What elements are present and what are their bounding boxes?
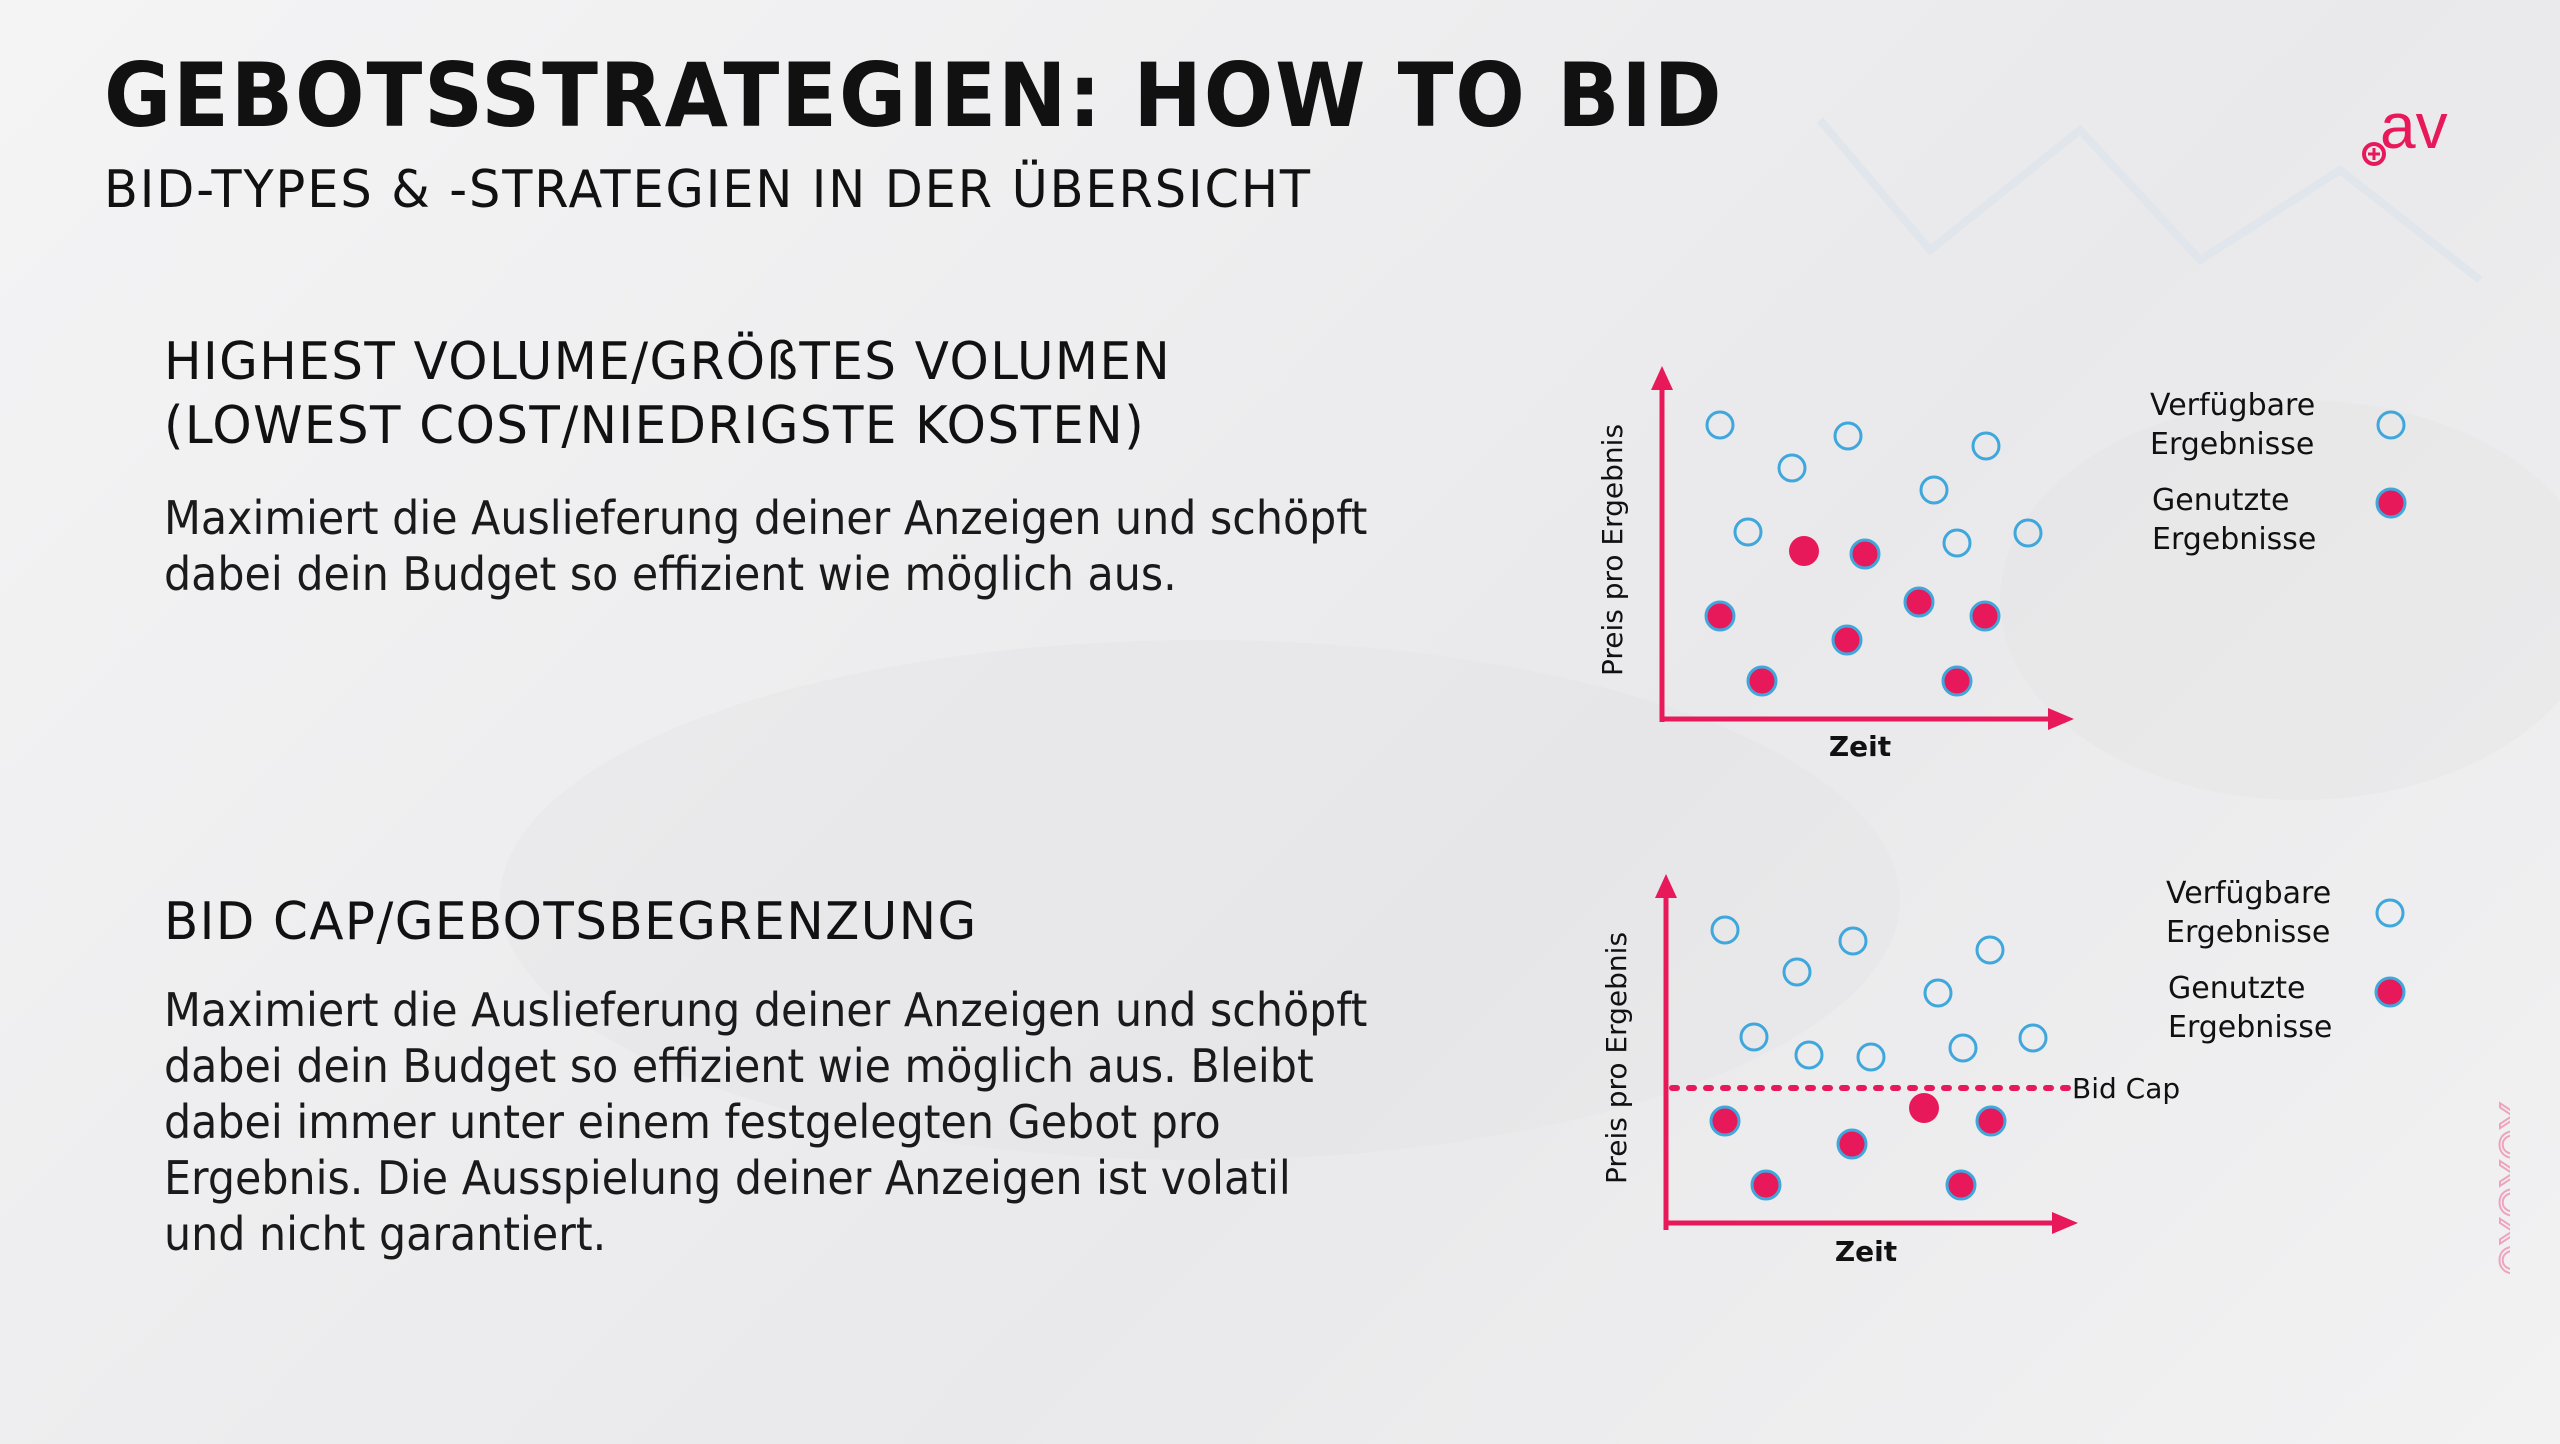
used-point: [1750, 1169, 1782, 1201]
legend-available-line-2: Ergebnisse: [2150, 427, 2314, 462]
used-point: [1709, 1105, 1741, 1137]
available-point: [2013, 518, 2043, 548]
available-point: [1971, 431, 2001, 461]
used-point: [1831, 624, 1863, 656]
section-1-heading-line-1: HIGHEST VOLUME/GRÖßTES VOLUMEN: [164, 332, 1172, 392]
available-point: [1777, 453, 1807, 483]
legend-used-icon: [2374, 976, 2406, 1008]
diagram-bid-cap: Preis pro Ergebnis Zeit Bid Cap Verfügba…: [1600, 874, 2406, 1268]
x-axis-arrow-icon: [2048, 708, 2074, 730]
used-point: [1945, 1169, 1977, 1201]
y-axis-arrow-icon: [1655, 874, 1677, 898]
available-point: [1856, 1042, 1886, 1072]
logo-text: av: [2380, 92, 2448, 162]
available-point: [1975, 935, 2005, 965]
section-2-body-line-4: Ergebnis. Die Ausspielung deiner Anzeige…: [164, 1151, 1291, 1205]
available-point: [1923, 978, 1953, 1008]
available-point: [1710, 915, 1740, 945]
legend-available-icon: [2376, 410, 2406, 440]
available-point: [1794, 1040, 1824, 1070]
used-points: [1709, 1093, 2007, 1201]
available-point: [1782, 957, 1812, 987]
brand-logo: av: [2362, 92, 2448, 166]
logo-plus-icon: [2362, 142, 2386, 166]
available-point: [2018, 1023, 2048, 1053]
y-axis-label: Preis pro Ergebnis: [1596, 424, 1629, 676]
section-1-heading: HIGHEST VOLUME/GRÖßTES VOLUMEN (LOWEST C…: [164, 330, 1171, 458]
section-2-body-line-3: dabei immer unter einem festgelegten Geb…: [164, 1095, 1221, 1149]
used-point: [1849, 538, 1881, 570]
section-2-body: Maximiert die Auslieferung deiner Anzeig…: [164, 982, 1466, 1262]
available-point: [1833, 421, 1863, 451]
available-point: [1705, 410, 1735, 440]
legend-available-icon: [2375, 898, 2405, 928]
x-axis-label: Zeit: [1835, 1235, 1897, 1268]
section-2-heading-line-1: BID CAP/GEBOTSBEGRENZUNG: [164, 892, 978, 952]
legend-used-line-1: Genutzte: [2168, 971, 2305, 1006]
legend-available-line-1: Verfügbare: [2150, 388, 2315, 423]
section-2-body-line-1: Maximiert die Auslieferung deiner Anzeig…: [164, 983, 1368, 1037]
axes: [1651, 366, 2074, 730]
used-point: [1975, 1105, 2007, 1137]
section-1-body-line-1: Maximiert die Auslieferung deiner Anzeig…: [164, 491, 1368, 545]
x-axis-arrow-icon: [2052, 1212, 2078, 1234]
section-1-body-line-2: dabei dein Budget so effizient wie mögli…: [164, 547, 1177, 601]
available-points: [1705, 410, 2043, 558]
axes: [1655, 874, 2078, 1234]
diagram-highest-volume: Preis pro Ergebnis Zeit Verfügbare Ergeb…: [1596, 366, 2407, 763]
available-point: [1948, 1033, 1978, 1063]
legend-available-line-2: Ergebnisse: [2166, 915, 2330, 950]
available-point: [1733, 517, 1763, 547]
legend-available-line-1: Verfügbare: [2166, 876, 2331, 911]
bid-cap-label: Bid Cap: [2072, 1072, 2180, 1105]
legend-used-line-1: Genutzte: [2152, 483, 2289, 518]
used-point: [1704, 600, 1736, 632]
y-axis-arrow-icon: [1651, 366, 1673, 390]
available-point: [1739, 1022, 1769, 1052]
legend-used-icon: [2375, 487, 2407, 519]
section-2-body-line-2: dabei dein Budget so effizient wie mögli…: [164, 1039, 1314, 1093]
used-point: [1903, 586, 1935, 618]
used-point: [1909, 1093, 1939, 1123]
used-point: [1746, 665, 1778, 697]
available-point: [1942, 528, 1972, 558]
available-point: [1838, 926, 1868, 956]
xoxo-text: XOXOXO: [2490, 1102, 2510, 1278]
page-subtitle: BID-TYPES & -STRATEGIEN IN DER ÜBERSICHT: [104, 160, 1313, 220]
legend-used-line-2: Ergebnisse: [2152, 522, 2316, 557]
legend: Verfügbare Ergebnisse Genutzte Ergebniss…: [2150, 388, 2407, 557]
available-point: [1919, 475, 1949, 505]
section-1-body: Maximiert die Auslieferung deiner Anzeig…: [164, 490, 1466, 602]
section-1-heading-line-2: (LOWEST COST/NIEDRIGSTE KOSTEN): [164, 396, 1146, 456]
section-2-heading: BID CAP/GEBOTSBEGRENZUNG: [164, 890, 978, 954]
used-points: [1704, 536, 2001, 697]
x-axis-label: Zeit: [1829, 730, 1891, 763]
used-point: [1969, 600, 2001, 632]
legend-used-line-2: Ergebnisse: [2168, 1010, 2332, 1045]
used-point: [1836, 1128, 1868, 1160]
available-points: [1710, 915, 2048, 1072]
y-axis-label: Preis pro Ergebnis: [1600, 932, 1633, 1184]
legend: Verfügbare Ergebnisse Genutzte Ergebniss…: [2166, 876, 2406, 1045]
xoxo-decoration: XOXOXO: [2489, 1101, 2510, 1279]
section-2-body-line-5: und nicht garantiert.: [164, 1207, 607, 1261]
page-title: GEBOTSSTRATEGIEN: HOW TO BID: [104, 44, 1724, 147]
used-point: [1941, 665, 1973, 697]
used-point: [1789, 536, 1819, 566]
